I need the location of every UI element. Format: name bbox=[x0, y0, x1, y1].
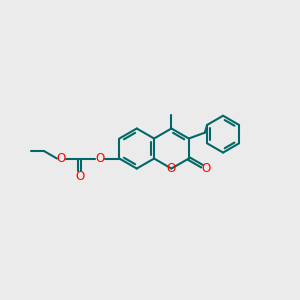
Text: O: O bbox=[167, 162, 176, 175]
Text: O: O bbox=[95, 152, 105, 165]
Text: O: O bbox=[202, 162, 211, 175]
Text: O: O bbox=[75, 170, 84, 183]
Text: O: O bbox=[56, 152, 66, 165]
